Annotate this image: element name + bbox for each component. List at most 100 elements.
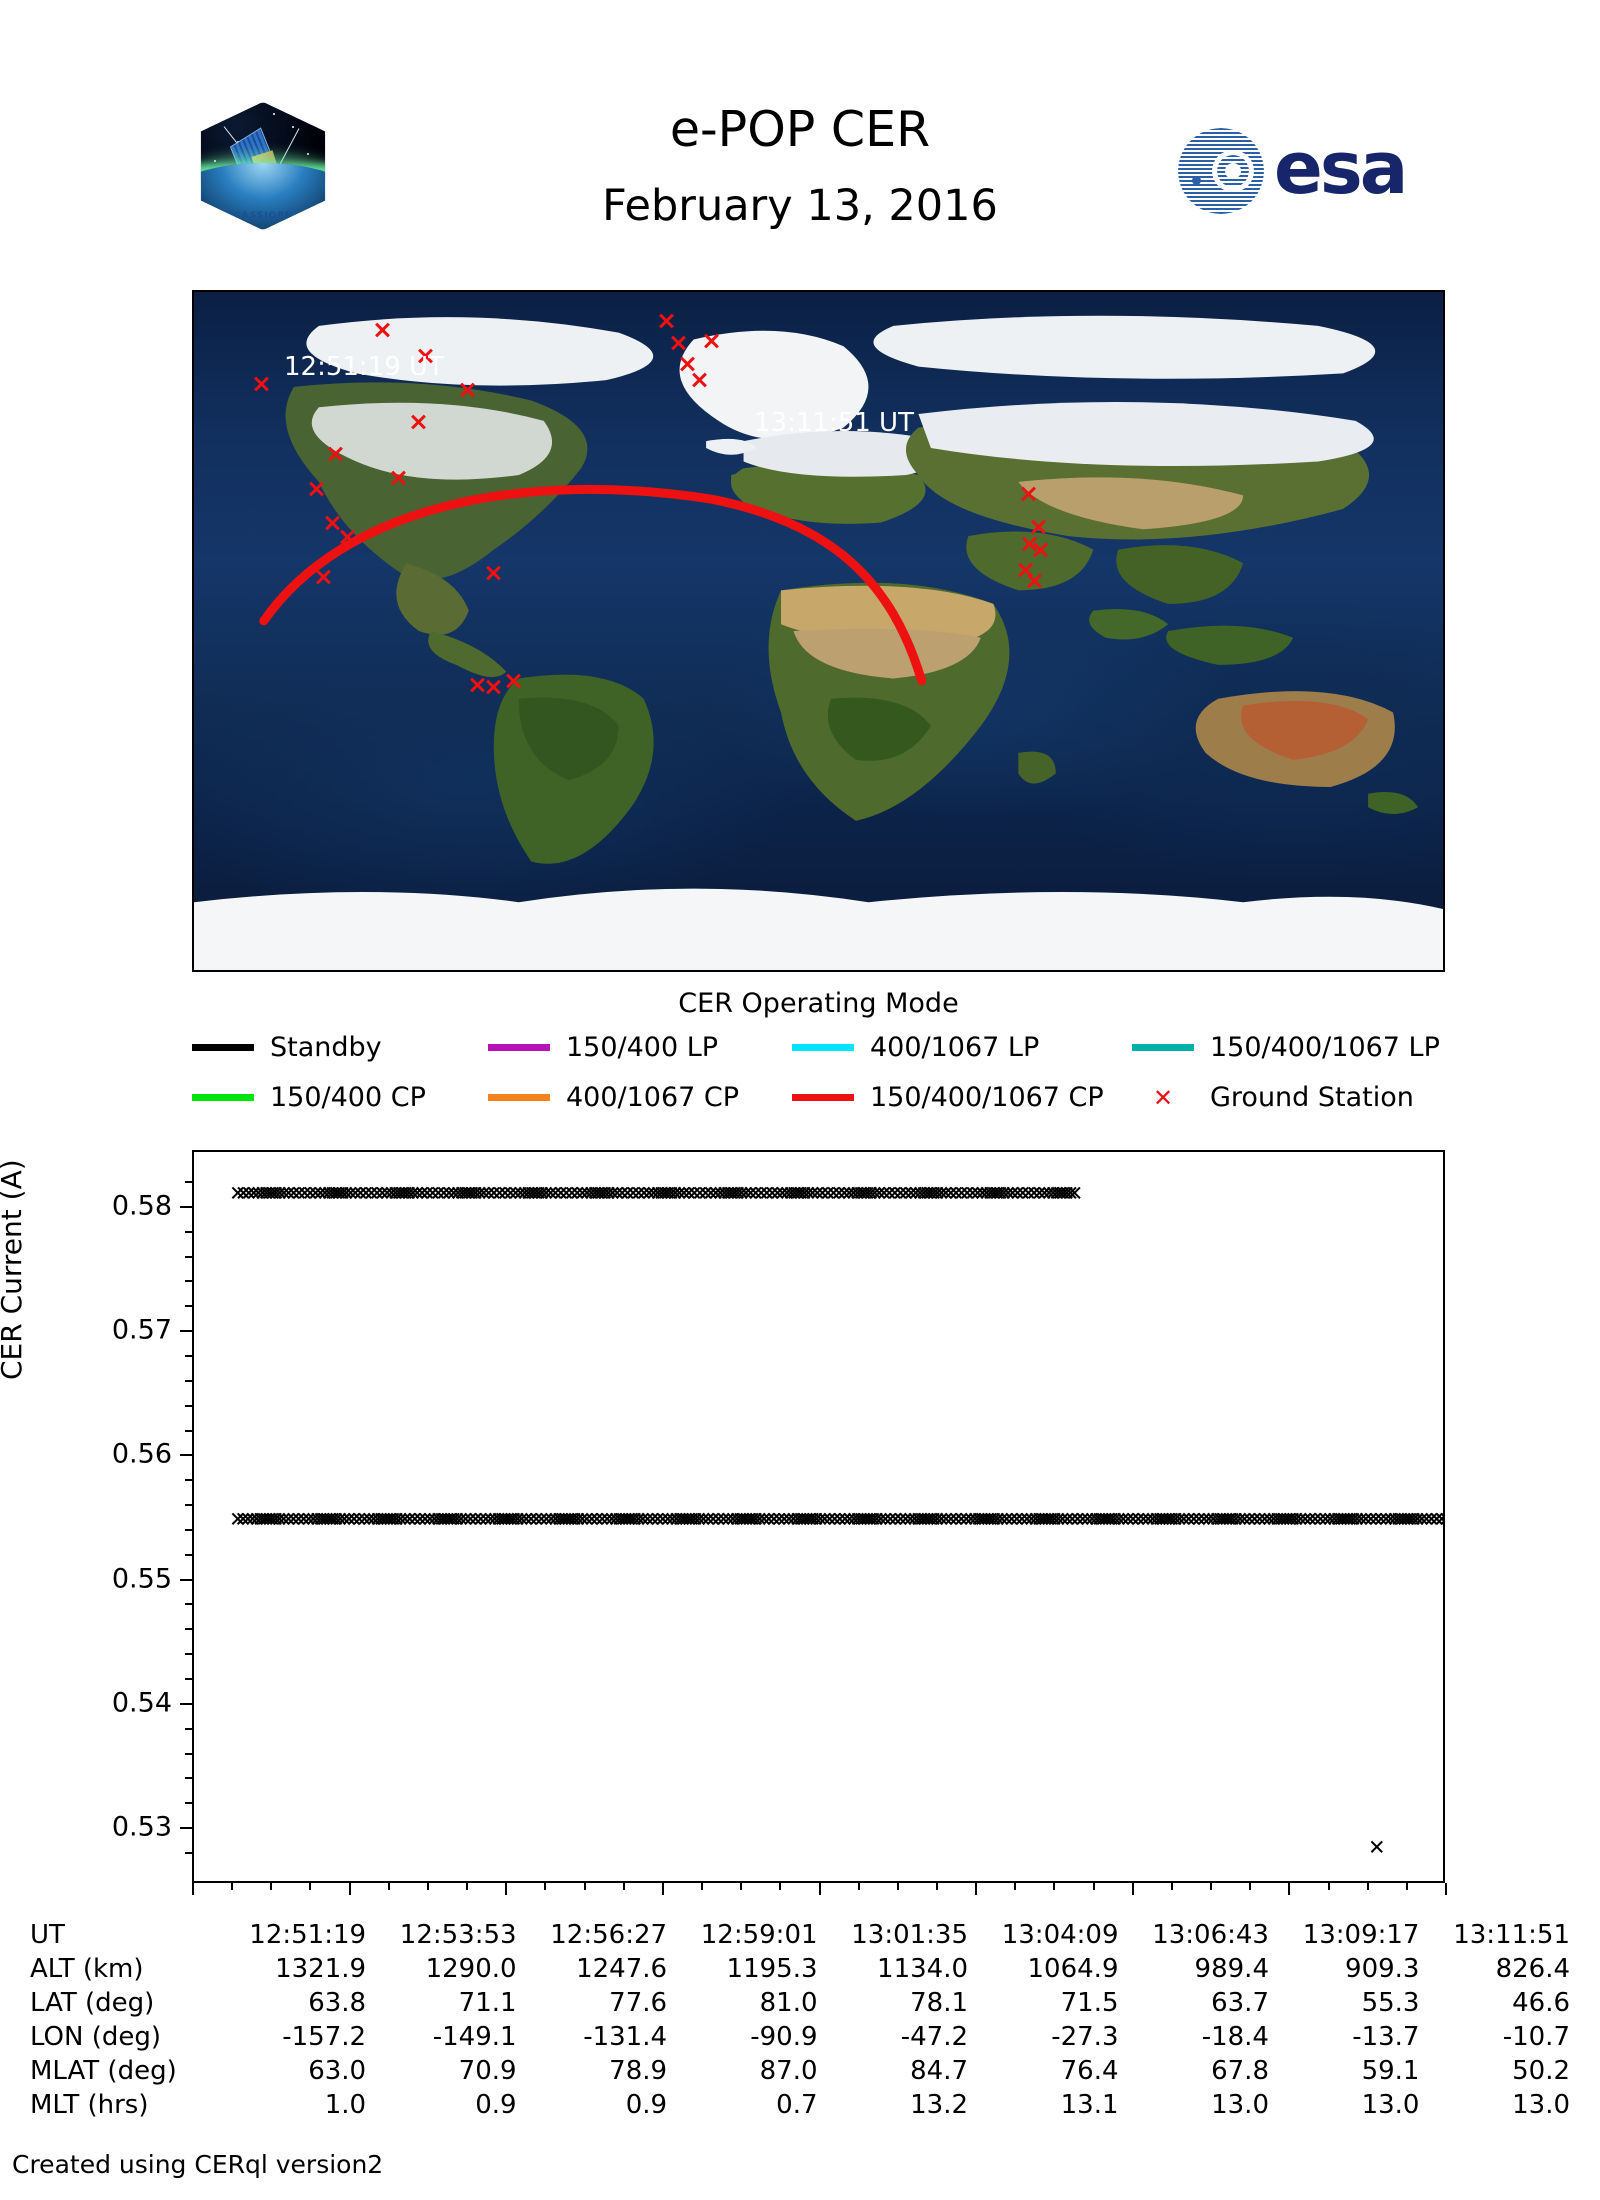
table-cell: 13.1 (1060, 2090, 1119, 2120)
scatter-point: ✕ (722, 1181, 741, 1206)
scatter-point: ✕ (876, 1507, 895, 1532)
scatter-point: ✕ (360, 1507, 379, 1532)
page-title: e-POP CER (669, 101, 931, 158)
scatter-point: ✕ (792, 1181, 810, 1206)
scatter-point: ✕ (624, 1181, 642, 1206)
scatter-point: ✕ (1200, 1507, 1218, 1532)
legend-item[interactable]: Standby (192, 1032, 382, 1063)
cassiope-logo-text: CASSIOPE (234, 211, 292, 221)
scatter-point: ✕ (368, 1181, 386, 1206)
x-tick-minor (387, 1883, 390, 1890)
y-tick-label: 0.53 (111, 1811, 172, 1843)
scatter-point: ✕ (958, 1181, 977, 1206)
y-tick-minor (185, 1280, 192, 1283)
legend-item[interactable]: 150/400 CP (192, 1082, 426, 1113)
scatter-point: ✕ (743, 1507, 762, 1532)
scatter-point: ✕ (1217, 1507, 1236, 1532)
scatter-point: ✕ (778, 1181, 796, 1206)
scatter-point: ✕ (1235, 1507, 1254, 1532)
scatter-point: ✕ (795, 1181, 814, 1206)
legend-color-swatch (488, 1094, 550, 1101)
scatter-point: ✕ (1395, 1507, 1414, 1532)
table-cell: 12:59:01 (700, 1920, 818, 1950)
scatter-point: ✕ (386, 1181, 405, 1206)
scatter-point: ✕ (966, 1507, 984, 1532)
scatter-point: ✕ (1240, 1507, 1259, 1532)
scatter-point: ✕ (330, 1181, 348, 1206)
table-cell: 13:04:09 (1001, 1920, 1119, 1950)
scatter-point: ✕ (1013, 1507, 1031, 1532)
y-tick-minor (185, 1404, 192, 1407)
scatter-point: ✕ (541, 1181, 560, 1206)
legend-item[interactable]: ✕ Ground Station (1132, 1082, 1414, 1113)
y-tick-label: 0.58 (111, 1190, 172, 1222)
y-tick-minor (185, 1479, 192, 1482)
y-tick-minor (185, 1727, 192, 1730)
scatter-point: ✕ (807, 1507, 826, 1532)
scatter-point: ✕ (512, 1507, 531, 1532)
scatter-point: ✕ (788, 1181, 807, 1206)
legend-item[interactable]: 150/400/1067 LP (1132, 1032, 1440, 1063)
scatter-point: ✕ (499, 1507, 517, 1532)
scatter-point: ✕ (506, 1181, 525, 1206)
scatter-point: ✕ (444, 1507, 463, 1532)
legend-item[interactable]: 150/400/1067 CP (792, 1082, 1104, 1113)
scatter-point: ✕ (1264, 1507, 1283, 1532)
footer-credit: Created using CERql version2 (12, 2150, 384, 2179)
scatter-point: ✕ (792, 1507, 810, 1532)
scatter-point: ✕ (1372, 1507, 1390, 1532)
scatter-point: ✕ (306, 1181, 325, 1206)
scatter-point: ✕ (375, 1507, 394, 1532)
scatter-point: ✕ (1051, 1181, 1069, 1206)
y-tick-minor (185, 1802, 192, 1805)
scatter-point: ✕ (1231, 1507, 1249, 1532)
scatter-point: ✕ (270, 1507, 289, 1532)
scatter-point: ✕ (251, 1507, 270, 1532)
scatter-point: ✕ (973, 1181, 992, 1206)
scatter-point: ✕ (928, 1507, 947, 1532)
scatter-point: ✕ (1356, 1507, 1375, 1532)
scatter-point: ✕ (614, 1507, 632, 1532)
x-tick-major (192, 1883, 194, 1895)
scatter-point: ✕ (999, 1181, 1017, 1206)
scatter-point: ✕ (274, 1507, 293, 1532)
scatter-point: ✕ (752, 1181, 770, 1206)
scatter-point: ✕ (323, 1181, 342, 1206)
scatter-point: ✕ (299, 1507, 318, 1532)
legend-item[interactable]: 150/400 LP (488, 1032, 718, 1063)
x-tick-minor (1210, 1883, 1213, 1890)
scatter-point: ✕ (578, 1507, 596, 1532)
scatter-point: ✕ (390, 1181, 408, 1206)
scatter-point: ✕ (800, 1507, 819, 1532)
scatter-point: ✕ (993, 1507, 1011, 1532)
scatter-point: ✕ (1058, 1181, 1076, 1206)
legend-item[interactable]: 400/1067 CP (488, 1082, 739, 1113)
scatter-point: ✕ (1087, 1507, 1105, 1532)
scatter-point: ✕ (1065, 1181, 1084, 1206)
table-cell: 12:56:27 (550, 1920, 668, 1950)
legend-item-label: 400/1067 LP (870, 1032, 1040, 1063)
scatter-point: ✕ (1030, 1181, 1049, 1206)
legend-item-label: 150/400 LP (566, 1032, 719, 1063)
scatter-point: ✕ (737, 1181, 755, 1206)
table-cell: 78.9 (609, 2056, 668, 2086)
scatter-point: ✕ (1003, 1181, 1022, 1206)
y-tick-label: 0.56 (111, 1438, 172, 1470)
scatter-point: ✕ (471, 1507, 490, 1532)
y-tick-major (180, 1330, 192, 1333)
scatter-point: ✕ (891, 1507, 910, 1532)
table-cell: 77.6 (609, 1988, 668, 2018)
scatter-point: ✕ (1377, 1507, 1395, 1532)
scatter-point: ✕ (335, 1507, 354, 1532)
scatter-point: ✕ (263, 1181, 282, 1206)
scatter-point: ✕ (820, 1507, 839, 1532)
table-cell: 0.7 (776, 2090, 818, 2120)
scatter-point: ✕ (831, 1507, 849, 1532)
scatter-point: ✕ (881, 1507, 900, 1532)
legend-item[interactable]: 400/1067 LP (792, 1032, 1039, 1063)
scatter-point: ✕ (266, 1507, 285, 1532)
scatter-point: ✕ (249, 1181, 268, 1206)
legend: Standby 150/400 LP 400/1067 LP 150/400/1067… (192, 1032, 1445, 1132)
scatter-point: ✕ (610, 1507, 629, 1532)
y-tick-minor (185, 1504, 192, 1507)
